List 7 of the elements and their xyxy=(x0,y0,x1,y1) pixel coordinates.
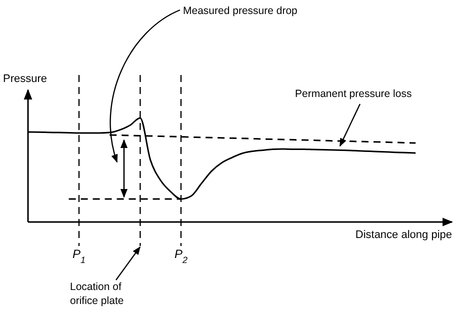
y-axis-title: Pressure xyxy=(3,73,48,85)
x-axis-title: Distance along pipe xyxy=(355,229,452,241)
x-tick-label: P$_{1}$ xyxy=(72,247,86,265)
text: Location of orifice plate xyxy=(70,281,124,307)
x-tick-label: P$_{2}$ xyxy=(174,247,188,265)
text: Permanent pressure loss xyxy=(295,88,412,100)
text: Measured pressure drop xyxy=(183,5,298,17)
